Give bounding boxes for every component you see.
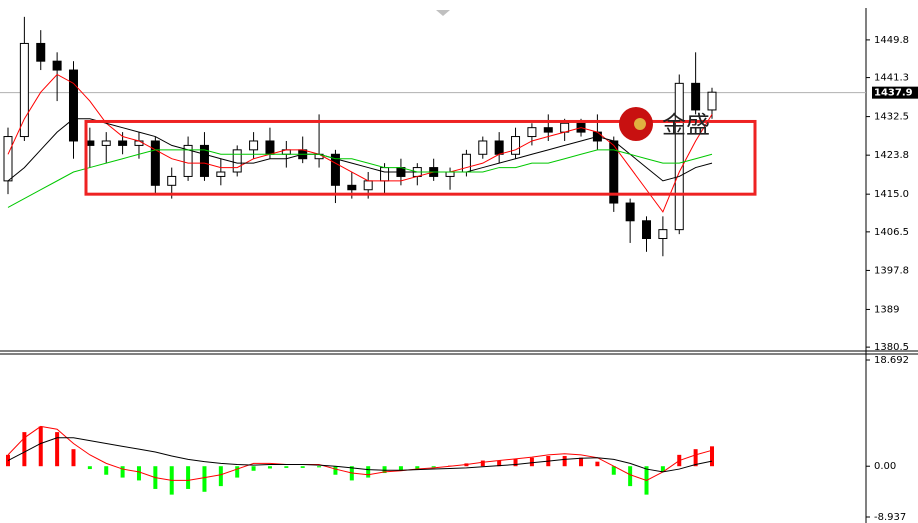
candle-body [494,140,504,155]
candle-body [527,127,537,138]
candle-body [363,180,373,191]
candle-body [3,136,13,182]
macd-bar [87,466,92,470]
candle-body [543,127,553,133]
candle-body [674,82,684,231]
indicator-line [7,425,713,481]
macd-bar [136,466,141,481]
candle-body [118,140,128,146]
macd-bar [235,466,240,478]
candle-body [658,229,668,240]
macd-bar [497,460,502,467]
macd-bar [366,466,371,478]
y-tick-label: 1449.8 [874,35,909,46]
macd-bar [55,432,60,467]
candle-body [330,153,340,186]
candle-body [183,144,193,177]
logo-dot [634,118,646,130]
macd-bar [415,466,420,470]
y-tick-label: 0.00 [874,461,896,472]
macd-bar [529,457,534,467]
candle-body [167,175,177,186]
candle-body [36,42,46,62]
y-tick-label: 1432.5 [874,112,909,123]
candle-body [707,91,717,111]
watermark: 金盛 [662,111,710,139]
y-tick-label: -8.937 [874,512,906,523]
candle-body [216,171,226,177]
y-tick-label: 1441.3 [874,73,909,84]
macd-bar [562,455,567,467]
current-price-label: 1437.9 [874,88,913,99]
candle-body [478,140,488,155]
candle-body [150,140,160,186]
macd-bar [300,466,305,468]
y-tick-label: 1397.8 [874,265,909,276]
candle-body [380,167,390,182]
indicator-line [7,73,713,213]
macd-bar [104,466,109,475]
macd-bar [513,458,518,467]
macd-bar [38,426,43,467]
macd-bar [186,466,191,489]
candle-body [445,171,455,177]
macd-bar [251,466,256,471]
macd-bar [431,466,436,468]
macd-bar [693,449,698,467]
y-tick-label: 1415.0 [874,189,909,200]
candle-body [461,153,471,173]
candle-body [265,140,275,155]
indicator-line [7,437,713,473]
macd-bar [284,466,289,468]
candle-body [68,69,78,142]
candle-body [52,60,62,71]
candle-body [511,136,521,155]
candle-body [101,140,111,146]
macd-bar [480,460,485,467]
macd-bar [710,446,714,467]
macd-bar [628,466,633,487]
candle-body [19,42,29,138]
current-price-tag [872,86,918,99]
y-tick-label: 1380.5 [874,342,909,353]
candle-body [625,202,635,222]
candle-body [199,144,209,177]
macd-bar [71,449,76,467]
macd-bar [333,466,338,475]
macd-bar [595,461,600,467]
candle-body [560,122,570,133]
candle-body [691,82,701,111]
macd-bar [660,466,665,472]
candle-body [347,184,357,191]
y-tick-label: 1423.8 [874,150,909,161]
macd-bar [398,466,403,471]
macd-bar [611,466,616,475]
indicator-line [7,149,713,208]
macd-bar [218,466,223,487]
y-tick-label: 1389 [874,304,899,315]
macd-bar [120,466,125,478]
macd-bar [202,466,207,492]
macd-bar [22,432,27,467]
macd-bar [267,466,272,469]
candle-body [232,149,242,173]
macd-bar [317,466,322,468]
candle-body [134,140,144,146]
scroll-marker [436,10,450,16]
y-tick-label: 18.692 [874,355,909,366]
candle-body [249,140,259,151]
range-box [84,119,757,196]
macd-bar [579,457,584,467]
macd-bar [382,466,387,474]
y-tick-label: 1406.5 [874,227,909,238]
candle-body [642,220,652,240]
indicator-line [7,118,713,182]
